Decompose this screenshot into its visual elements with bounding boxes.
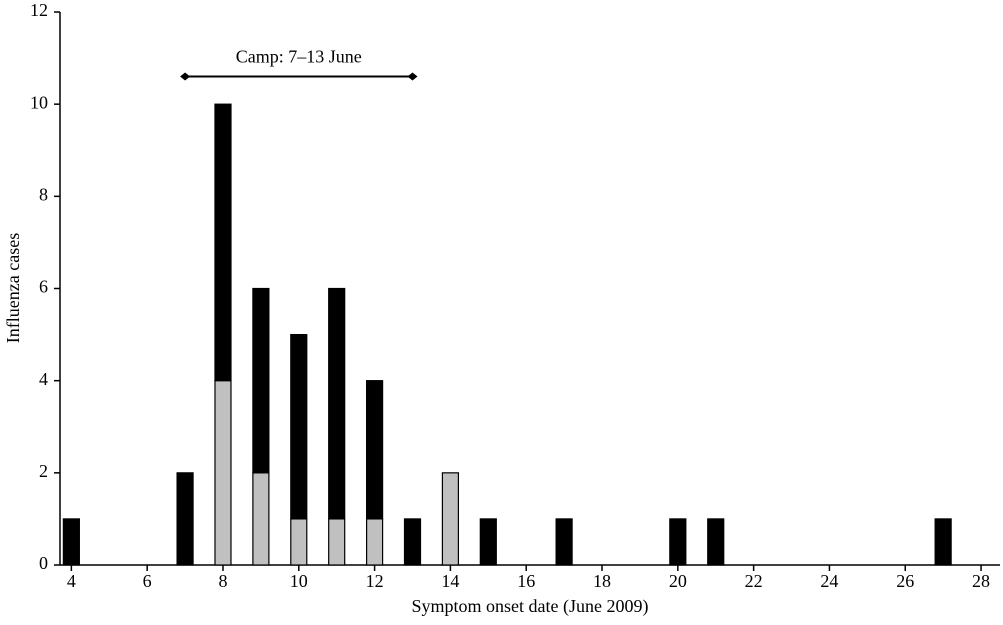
bar-segment [365, 518, 384, 566]
bar-segment [252, 287, 270, 474]
x-axis-label: Symptom onset date (June 2009) [412, 596, 649, 617]
bracket-end [180, 72, 191, 81]
bar-segment [328, 287, 346, 520]
y-tick-label: 12 [30, 0, 48, 20]
annotation-text: Camp: 7–13 June [236, 47, 362, 67]
x-tick-label: 28 [972, 571, 990, 591]
bar-segment [669, 518, 687, 566]
bar-segment [934, 518, 952, 566]
y-tick-label: 4 [39, 369, 48, 389]
bar-segment [365, 380, 384, 520]
x-tick-label: 22 [745, 571, 763, 591]
bar-segment [707, 518, 725, 566]
x-tick-label: 6 [143, 571, 152, 591]
bar-segment [328, 518, 346, 566]
x-tick-label: 10 [290, 571, 308, 591]
x-tick-label: 8 [218, 571, 227, 591]
x-tick-label: 16 [517, 571, 535, 591]
x-tick-label: 26 [896, 571, 914, 591]
bar-segment [290, 333, 308, 520]
bar-segment [403, 518, 422, 566]
x-tick-label: 20 [669, 571, 687, 591]
bar-segment [176, 472, 194, 566]
bar-segment [290, 518, 308, 566]
bar-segment [62, 518, 80, 566]
bracket-end [407, 72, 418, 81]
bar-segment [214, 103, 232, 382]
x-tick-label: 12 [366, 571, 384, 591]
x-tick-label: 14 [441, 571, 459, 591]
bar-segment [555, 518, 573, 566]
y-tick-label: 8 [39, 184, 48, 204]
y-tick-label: 6 [39, 277, 48, 297]
y-tick-label: 0 [39, 553, 48, 573]
x-tick-label: 18 [593, 571, 611, 591]
y-tick-label: 2 [39, 461, 48, 481]
bar-segment [441, 472, 460, 566]
y-tick-label: 10 [30, 92, 48, 112]
y-axis-label: Influenza cases [3, 233, 23, 343]
x-tick-label: 4 [67, 571, 76, 591]
bar-segment [214, 380, 232, 566]
bar-segment [479, 518, 497, 566]
bar-segment [252, 472, 270, 566]
x-tick-label: 24 [820, 571, 838, 591]
